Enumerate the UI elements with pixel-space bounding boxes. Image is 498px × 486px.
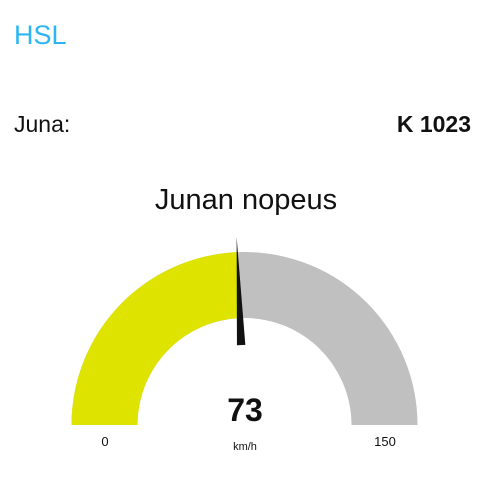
train-id: K 1023: [396, 110, 471, 137]
train-label: Juna:: [14, 110, 71, 137]
app-title-link[interactable]: HSL: [14, 20, 67, 50]
gauge-max-label: 150: [374, 434, 396, 449]
gauge-unit-label: km/h: [233, 441, 257, 453]
gauge-fill: [71, 252, 241, 425]
train-info-row: Juna: K 1023: [14, 109, 471, 139]
gauge-title: Junan nopeus: [154, 184, 338, 216]
gauge-value: 73: [227, 392, 263, 428]
gauge-needle: [236, 237, 246, 346]
gauge-min-label: 0: [101, 434, 108, 449]
